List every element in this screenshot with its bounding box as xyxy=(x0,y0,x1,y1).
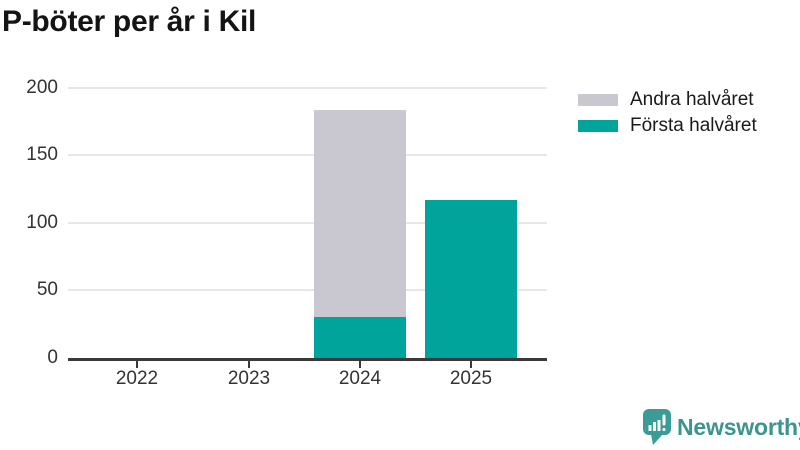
newsworthy-logo-text[interactable]: Newsworthy xyxy=(677,414,800,440)
gridline-50 xyxy=(68,289,547,292)
gridline-150 xyxy=(68,154,547,157)
legend-swatch-teal xyxy=(578,120,618,132)
gridline-200 xyxy=(68,86,547,89)
x-tick-mark-2022 xyxy=(136,361,138,368)
legend-label: Andra halvåret xyxy=(630,89,754,110)
y-tick-label-0: 0 xyxy=(47,347,58,368)
bar-segment-2024-series-0 xyxy=(314,317,406,358)
legend-label: Första halvåret xyxy=(630,115,757,136)
x-tick-mark-2023 xyxy=(248,361,250,368)
x-tick-label-2024: 2024 xyxy=(338,368,382,389)
legend-item-andra-halvaret: Andra halvåret xyxy=(578,88,788,112)
newsworthy-logo-icon xyxy=(643,409,671,445)
y-tick-label-100: 100 xyxy=(26,211,58,233)
y-tick-label-50: 50 xyxy=(36,279,58,301)
y-tick-label-150: 150 xyxy=(26,144,58,166)
x-axis-line xyxy=(68,358,547,361)
newsworthy-logo[interactable]: Newsworthy xyxy=(642,408,800,446)
x-tick-mark-2024 xyxy=(359,361,361,368)
x-tick-label-2023: 2023 xyxy=(227,368,271,389)
x-tick-label-2022: 2022 xyxy=(115,368,159,389)
legend-swatch-gray xyxy=(578,94,618,106)
x-tick-mark-2025 xyxy=(470,361,472,368)
page-title: P-böter per år i Kil xyxy=(2,5,257,38)
chart-legend: Andra halvåret Första halvåret xyxy=(578,88,788,140)
y-tick-label-200: 200 xyxy=(26,76,58,98)
bar-segment-2025-series-0 xyxy=(425,199,517,358)
gridline-100 xyxy=(68,221,547,224)
x-tick-label-2025: 2025 xyxy=(449,368,493,389)
bar-segment-2024-series-1 xyxy=(314,110,406,318)
legend-item-forsta-halvaret: Första halvåret xyxy=(578,114,788,138)
